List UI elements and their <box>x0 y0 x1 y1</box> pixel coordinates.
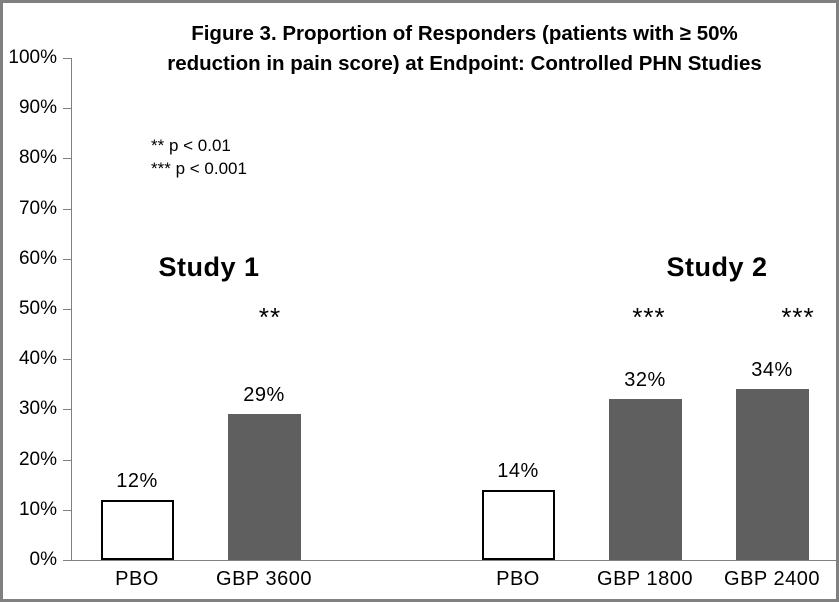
significance-legend-line-2: *** p < 0.001 <box>151 159 247 178</box>
y-axis-tick <box>63 309 71 310</box>
bar-gbp-1800 <box>608 399 682 560</box>
bar-value-label: 12% <box>116 469 158 492</box>
y-axis-tick <box>63 560 71 561</box>
y-tick-label: 50% <box>18 298 57 319</box>
chart-title: Figure 3. Proportion of Responders (pati… <box>103 19 826 79</box>
significance-marker: *** <box>781 302 815 332</box>
y-axis-tick <box>63 208 71 210</box>
bar-pbo <box>481 489 555 560</box>
chart-title-line-2: reduction in pain score) at Endpoint: Co… <box>167 52 762 75</box>
bar-gbp-2400 <box>735 389 809 560</box>
y-tick-label: 60% <box>18 247 57 269</box>
bar-value-label: 29% <box>243 384 285 407</box>
x-axis-category-label: GBP 1800 <box>597 568 693 590</box>
y-tick-label: 40% <box>18 348 57 370</box>
bar-pbo <box>100 499 174 560</box>
y-axis-tick <box>63 459 71 461</box>
y-tick-label: 20% <box>18 448 57 470</box>
chart-title-line-1: Figure 3. Proportion of Responders (pati… <box>191 22 738 45</box>
x-axis-category-label: PBO <box>115 568 159 590</box>
y-tick-label: 70% <box>18 197 57 219</box>
study-2-label: Study 2 <box>666 252 768 282</box>
y-tick-label: 30% <box>18 398 57 420</box>
y-axis-tick <box>63 108 71 110</box>
x-axis-category-label: PBO <box>496 568 540 590</box>
y-tick-label: 80% <box>18 147 57 169</box>
y-axis-tick <box>63 258 71 260</box>
bar-value-label: 14% <box>497 459 539 482</box>
y-tick-label: 0% <box>29 549 57 570</box>
significance-marker: *** <box>632 302 666 332</box>
y-tick-label: 10% <box>18 498 57 520</box>
bar-gbp-3600 <box>227 414 301 560</box>
significance-marker: ** <box>258 302 282 332</box>
y-axis-line <box>71 58 72 561</box>
bar-value-label: 32% <box>624 369 666 392</box>
y-axis-tick <box>63 158 71 160</box>
y-axis-tick <box>63 409 71 411</box>
x-axis-line <box>71 560 836 561</box>
study-1-label: Study 1 <box>158 252 260 282</box>
y-tick-label: 90% <box>18 97 57 119</box>
x-axis-category-label: GBP 2400 <box>724 568 820 590</box>
y-axis-tick <box>63 359 71 361</box>
significance-legend: ** p < 0.01 *** p < 0.001 <box>151 134 247 180</box>
bar-value-label: 34% <box>751 359 793 382</box>
y-axis-tick <box>63 58 71 59</box>
x-axis-category-label: GBP 3600 <box>216 568 312 590</box>
y-tick-label: 100% <box>8 47 57 68</box>
significance-legend-line-1: ** p < 0.01 <box>151 136 231 155</box>
y-axis-tick <box>63 509 71 511</box>
